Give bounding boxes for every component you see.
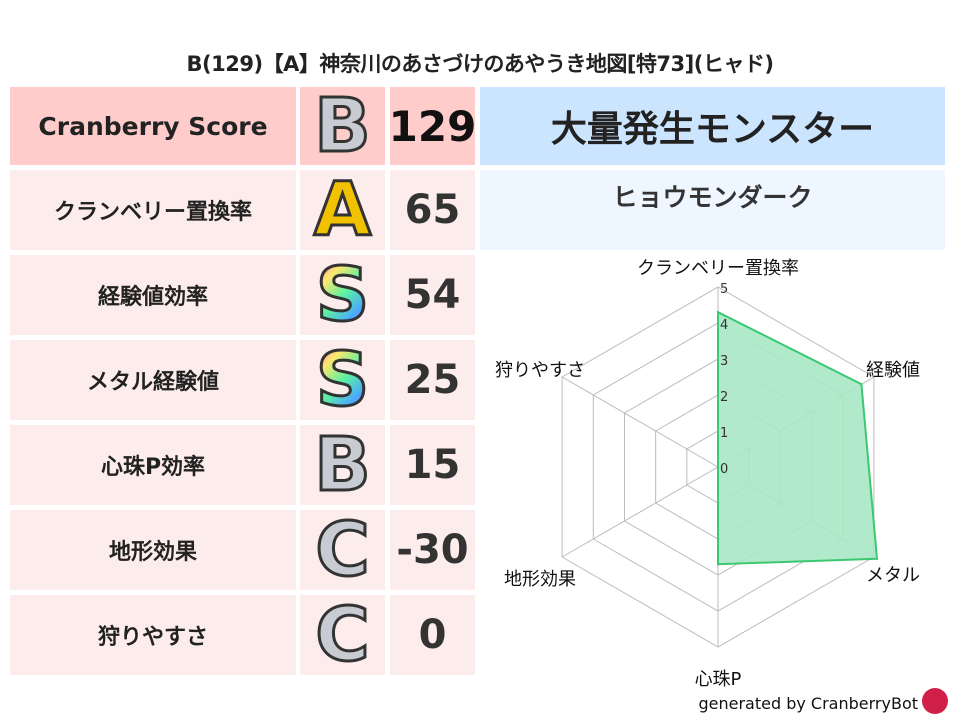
data-polygon — [717, 310, 879, 566]
metric-grade: C — [314, 592, 371, 678]
monster-name: ヒョウモンダーク — [480, 170, 945, 250]
tick-label: 0 — [720, 462, 728, 477]
grid-spoke — [561, 376, 719, 468]
metric-label: 狩りやすさ — [10, 595, 296, 675]
score-grade-badge: B — [300, 87, 385, 165]
metric-grade-badge: S — [300, 255, 385, 335]
metric-grade-badge: B — [300, 425, 385, 505]
tick-label: 5 — [720, 282, 728, 297]
metric-label: クランベリー置換率 — [10, 170, 296, 250]
score-grade: B — [313, 83, 372, 169]
axis-label: メタル — [866, 565, 920, 586]
data-point — [717, 466, 719, 468]
tick-label: 3 — [720, 354, 728, 369]
data-point — [717, 311, 719, 314]
axis-label: 心珠P — [695, 669, 742, 690]
metric-value: 25 — [390, 340, 475, 420]
data-point — [860, 383, 863, 386]
cranberry-bot-icon — [922, 688, 948, 714]
metric-grade: S — [314, 337, 370, 423]
axis-label: クランベリー置換率 — [637, 258, 799, 279]
data-point — [876, 557, 879, 560]
metric-grade: C — [314, 507, 371, 593]
axis-label: 経験値 — [866, 360, 920, 381]
metric-grade-badge: A — [300, 170, 385, 250]
metric-grade: B — [313, 422, 372, 508]
metric-grade: A — [312, 167, 372, 253]
grid-spoke — [561, 466, 719, 558]
metric-value: 15 — [390, 425, 475, 505]
score-label: Cranberry Score — [10, 87, 296, 165]
metric-grade-badge: C — [300, 595, 385, 675]
axis-label: 狩りやすさ — [495, 360, 585, 381]
metric-label: メタル経験値 — [10, 340, 296, 420]
metric-label: 地形効果 — [10, 510, 296, 590]
tick-label: 1 — [720, 426, 728, 441]
metric-grade-badge: C — [300, 510, 385, 590]
score-value: 129 — [389, 87, 476, 165]
tick-label: 4 — [720, 318, 728, 333]
metric-grade: S — [314, 252, 370, 338]
metric-value: 54 — [390, 255, 475, 335]
metric-value: -30 — [390, 510, 475, 590]
page-title: B(129)【A】神奈川のあさづけのあやうき地図[特73](ヒャド) — [186, 52, 774, 76]
metric-value: 0 — [390, 595, 475, 675]
axis-label: 地形効果 — [504, 569, 576, 590]
data-point — [717, 563, 719, 566]
event-monster-header: 大量発生モンスター — [480, 87, 945, 165]
footer-credit: generated by CranberryBot — [698, 694, 918, 713]
metric-grade-badge: S — [300, 340, 385, 420]
metric-value: 65 — [390, 170, 475, 250]
tick-label: 2 — [720, 390, 728, 405]
metric-label: 心珠P効率 — [10, 425, 296, 505]
metric-label: 経験値効率 — [10, 255, 296, 335]
